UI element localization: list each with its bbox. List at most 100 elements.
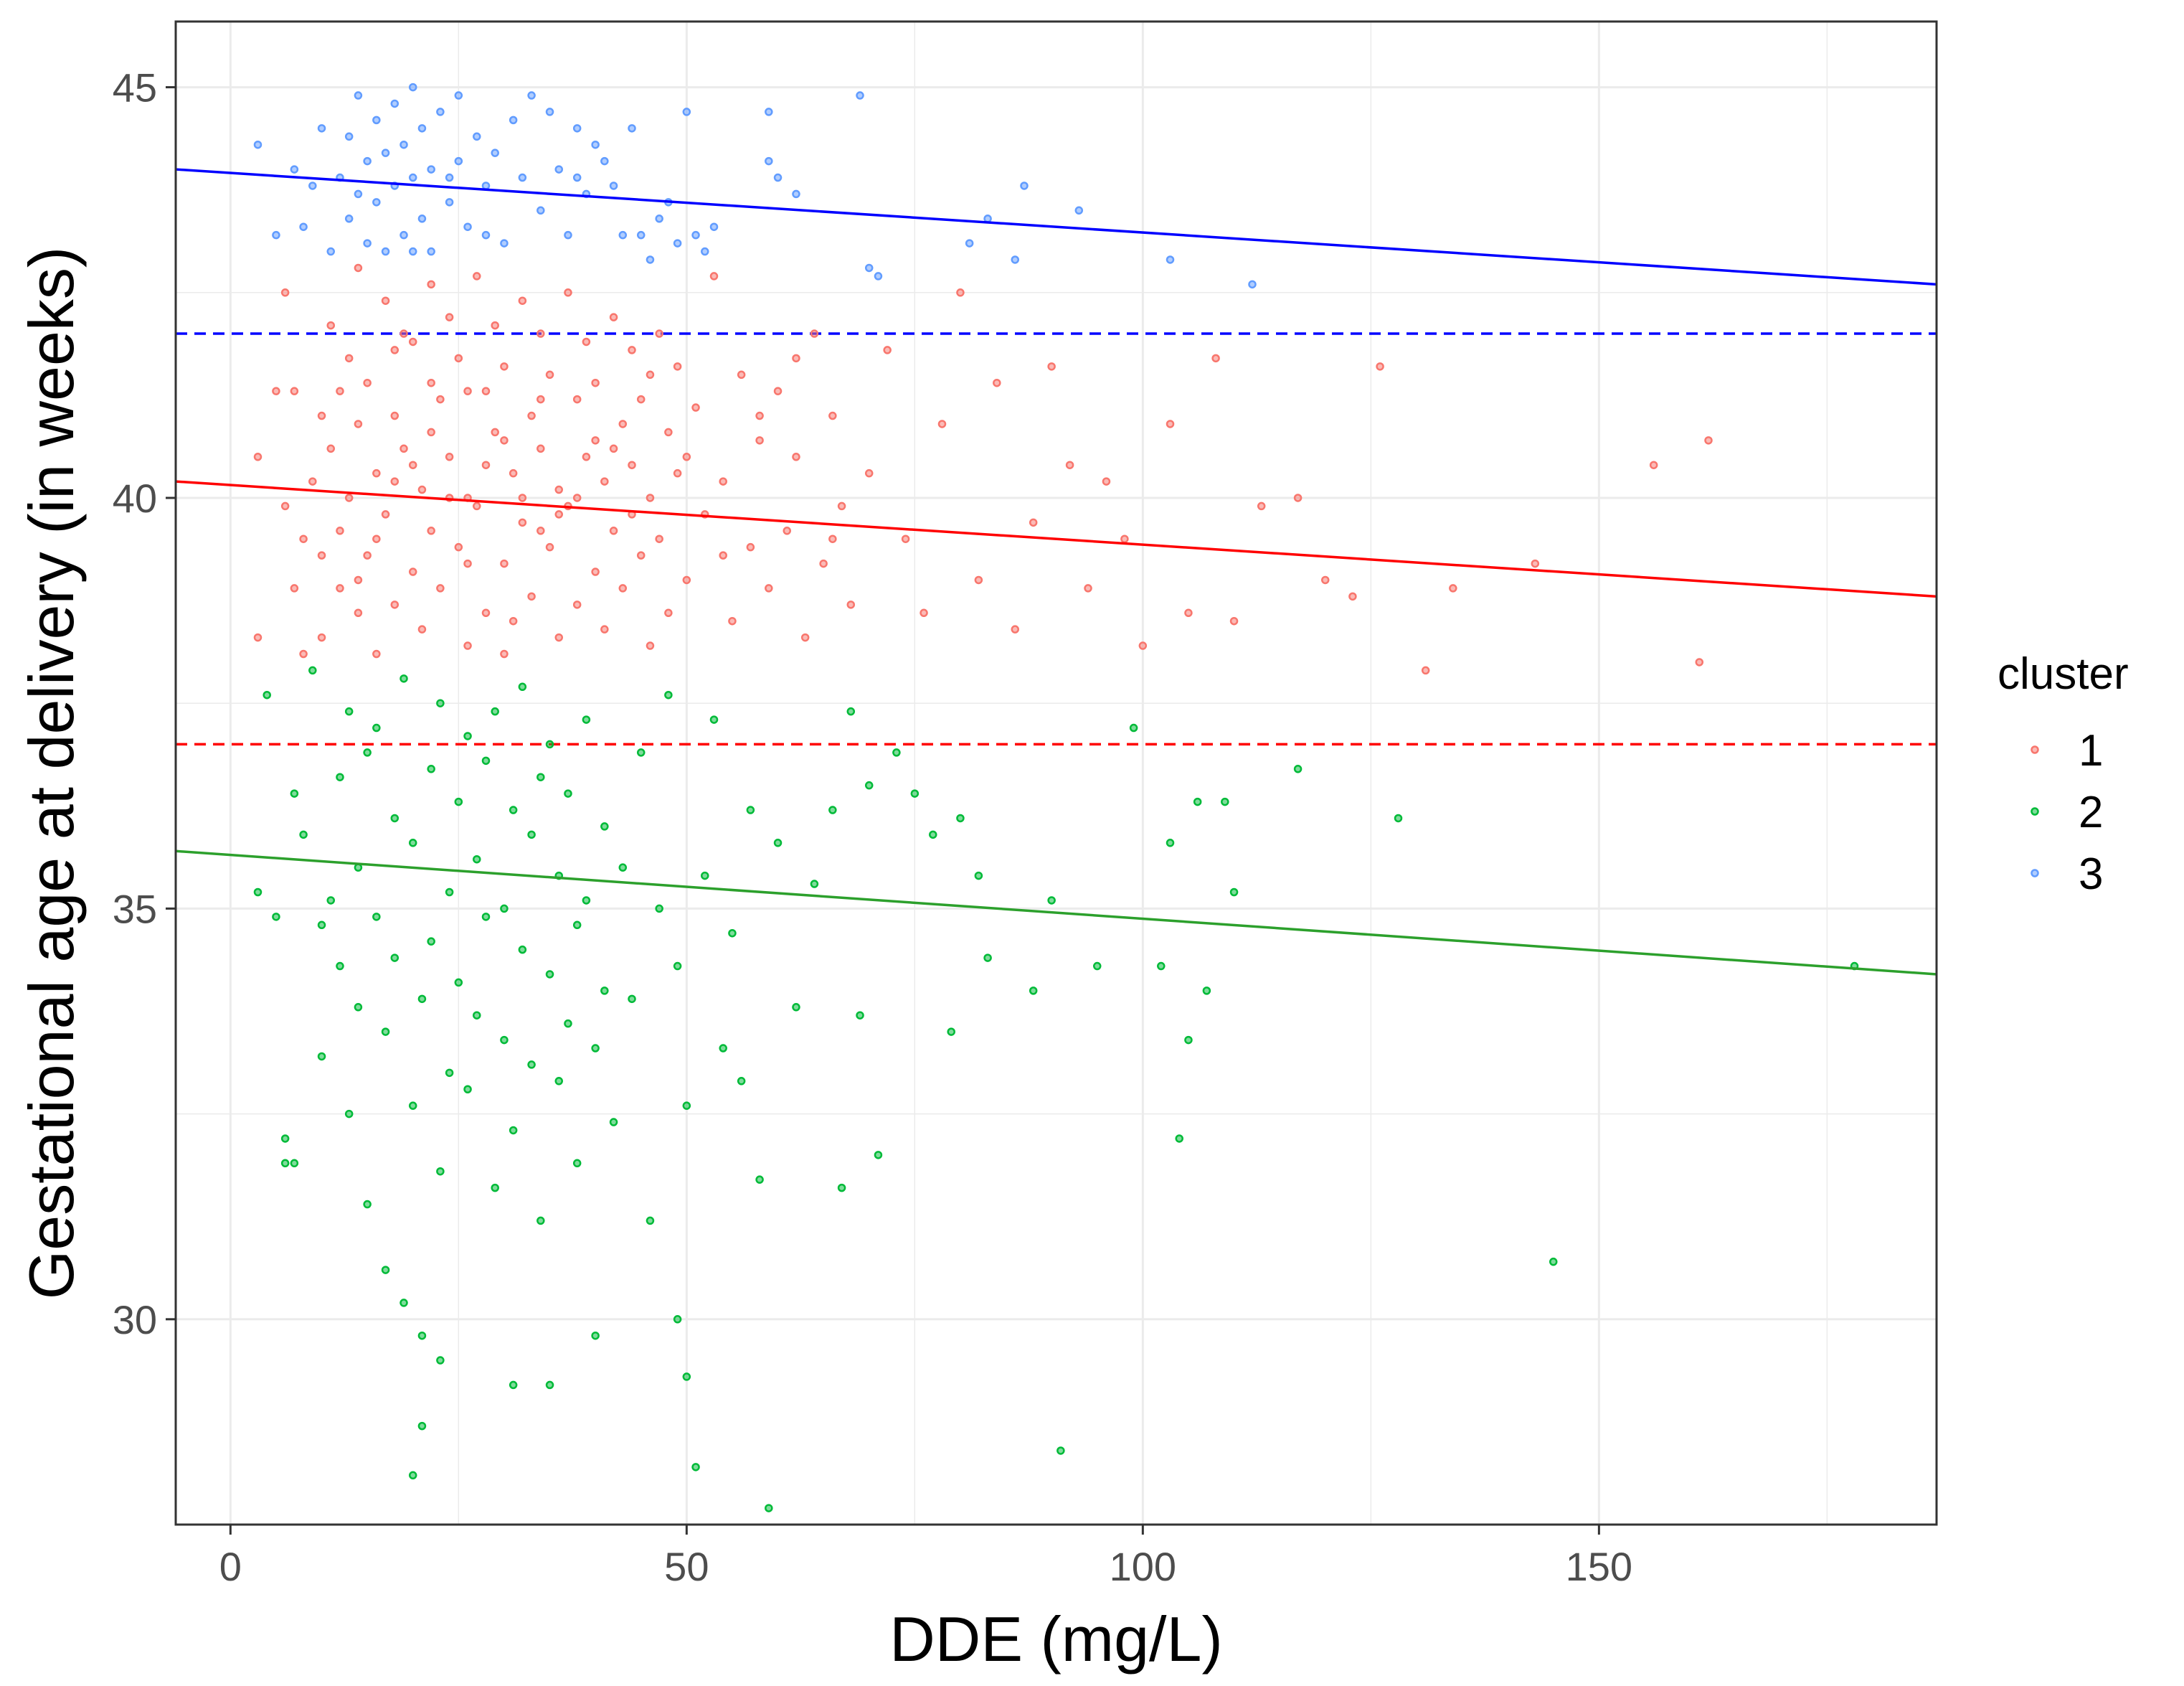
- data-point-cluster-3: [554, 165, 563, 174]
- data-point-cluster-1: [1348, 592, 1357, 601]
- data-point-cluster-3: [445, 173, 454, 182]
- data-point-cluster-1: [436, 395, 445, 404]
- data-point-cluster-1: [408, 337, 417, 347]
- data-point-cluster-2: [417, 1331, 427, 1340]
- data-point-cluster-2: [709, 715, 719, 724]
- data-point-cluster-1: [691, 403, 700, 412]
- data-point-cluster-3: [773, 173, 783, 182]
- data-point-cluster-2: [280, 1159, 290, 1168]
- data-point-cluster-2: [837, 1183, 846, 1192]
- legend-label-cluster-2: 2: [2079, 788, 2103, 837]
- data-point-cluster-1: [253, 633, 263, 642]
- data-point-cluster-2: [336, 773, 344, 781]
- data-point-cluster-3: [253, 140, 263, 149]
- data-point-cluster-1: [408, 568, 417, 576]
- data-point-cluster-2: [1184, 1035, 1193, 1045]
- data-point-cluster-1: [572, 395, 582, 404]
- data-point-cluster-3: [864, 263, 874, 273]
- data-point-cluster-2: [618, 863, 628, 872]
- data-point-cluster-1: [655, 534, 663, 543]
- data-point-cluster-2: [518, 945, 527, 954]
- data-point-cluster-2: [317, 920, 326, 930]
- data-point-cluster-1: [956, 288, 965, 297]
- data-point-cluster-2: [390, 953, 400, 962]
- data-point-cluster-2: [527, 1060, 536, 1069]
- data-point-cluster-1: [591, 436, 600, 445]
- data-point-cluster-3: [673, 239, 682, 248]
- y-tick-label: 40: [113, 476, 157, 521]
- data-point-cluster-2: [591, 1044, 600, 1052]
- data-point-cluster-1: [719, 551, 727, 560]
- data-point-cluster-2: [454, 797, 463, 806]
- data-point-cluster-3: [427, 165, 435, 174]
- x-tick-label: 50: [664, 1544, 709, 1589]
- data-point-cluster-3: [983, 215, 992, 223]
- data-point-cluster-1: [746, 542, 755, 552]
- data-point-cluster-2: [381, 1266, 390, 1274]
- data-point-cluster-1: [500, 362, 509, 371]
- data-point-cluster-3: [572, 173, 582, 182]
- data-point-cluster-1: [463, 559, 472, 568]
- data-point-cluster-2: [755, 1175, 764, 1184]
- data-point-cluster-2: [728, 928, 737, 938]
- data-point-cluster-3: [436, 108, 445, 116]
- data-point-cluster-1: [1011, 625, 1020, 634]
- data-point-cluster-2: [582, 896, 591, 905]
- data-point-cluster-3: [500, 239, 509, 248]
- data-point-cluster-3: [427, 247, 435, 256]
- data-point-cluster-1: [846, 601, 856, 609]
- data-point-cluster-2: [1293, 765, 1303, 773]
- data-point-cluster-2: [354, 1003, 363, 1012]
- data-point-cluster-2: [500, 1035, 509, 1045]
- data-point-cluster-1: [417, 625, 427, 634]
- data-point-cluster-2: [564, 789, 572, 798]
- data-point-cluster-3: [701, 247, 709, 256]
- data-point-cluster-3: [628, 124, 636, 133]
- data-point-cluster-1: [408, 461, 417, 469]
- data-point-cluster-3: [591, 140, 600, 149]
- data-point-cluster-2: [682, 1372, 691, 1381]
- data-point-cluster-2: [408, 1101, 417, 1110]
- data-point-cluster-2: [1047, 896, 1056, 905]
- data-point-cluster-2: [372, 913, 381, 921]
- data-point-cluster-1: [344, 354, 354, 363]
- data-point-cluster-2: [701, 871, 709, 880]
- data-point-cluster-2: [564, 1019, 572, 1028]
- data-point-cluster-1: [518, 296, 527, 305]
- data-point-cluster-1: [1211, 354, 1220, 363]
- data-point-cluster-2: [545, 970, 554, 979]
- data-point-cluster-1: [290, 387, 299, 395]
- data-point-cluster-3: [454, 91, 463, 100]
- data-point-cluster-2: [491, 707, 499, 716]
- data-point-cluster-2: [1549, 1257, 1558, 1266]
- data-point-cluster-2: [554, 1077, 563, 1085]
- data-point-cluster-1: [445, 452, 454, 461]
- data-point-cluster-3: [965, 239, 974, 248]
- data-point-cluster-2: [381, 1027, 390, 1036]
- data-point-cluster-1: [883, 346, 892, 354]
- data-point-cluster-2: [326, 896, 335, 905]
- data-point-cluster-3: [272, 230, 280, 240]
- data-point-cluster-2: [390, 814, 400, 823]
- data-point-cluster-1: [728, 616, 737, 626]
- data-point-cluster-1: [390, 411, 400, 420]
- data-point-cluster-1: [673, 468, 682, 478]
- data-point-cluster-1: [810, 329, 819, 338]
- legend-key-cluster-3: [2031, 869, 2039, 877]
- data-point-cluster-1: [600, 477, 609, 486]
- data-point-cluster-1: [336, 584, 344, 593]
- data-point-cluster-2: [746, 806, 755, 814]
- data-point-cluster-1: [901, 534, 910, 543]
- data-point-cluster-2: [628, 994, 636, 1004]
- data-point-cluster-1: [427, 280, 435, 289]
- data-point-cluster-2: [1202, 986, 1211, 995]
- data-point-cluster-1: [554, 633, 563, 642]
- data-point-cluster-2: [408, 1471, 417, 1480]
- panel-border: [174, 20, 1938, 1526]
- data-point-cluster-3: [655, 215, 663, 223]
- data-point-cluster-2: [956, 814, 965, 823]
- data-point-cluster-1: [628, 461, 636, 469]
- data-point-cluster-1: [773, 387, 783, 395]
- data-point-cluster-1: [609, 444, 618, 453]
- data-point-cluster-2: [864, 781, 874, 790]
